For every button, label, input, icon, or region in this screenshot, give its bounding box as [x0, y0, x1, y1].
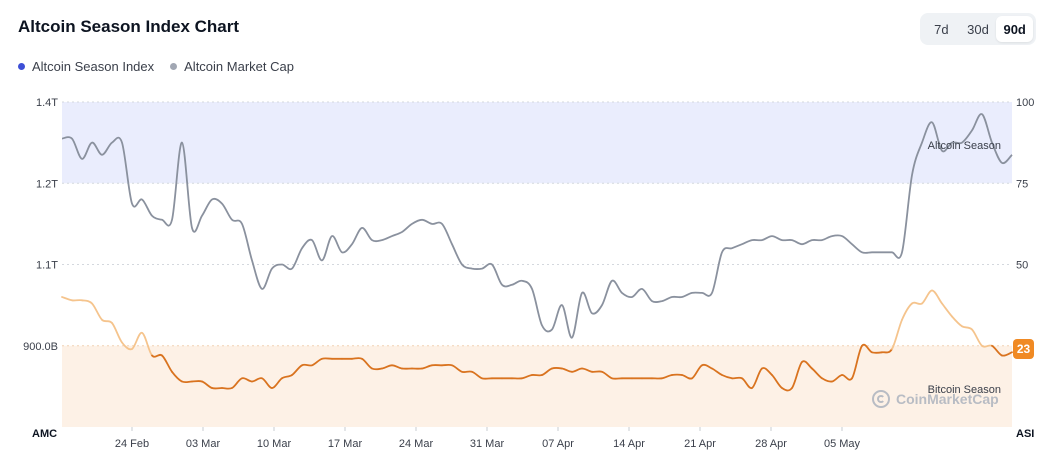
coinmarketcap-watermark: CoinMarketCap [872, 390, 999, 408]
series-segment-altcoin-season-index [731, 376, 743, 380]
series-segment-altcoin-season-index [311, 357, 323, 367]
series-segment-altcoin-season-index [701, 363, 713, 370]
left-tick-label: 1.4T [36, 97, 58, 109]
legend-item-altcoin-market-cap[interactable]: Altcoin Market Cap [170, 59, 294, 74]
x-tick-label: 05 May [824, 438, 861, 450]
right-tick-label: 50 [1016, 260, 1028, 272]
series-segment-altcoin-season-index [971, 328, 983, 347]
left-tick-label: 1.1T [36, 260, 58, 272]
series-segment-altcoin-season-index [61, 296, 73, 302]
x-tick-label: 10 Mar [257, 438, 292, 450]
left-tick-label: 1.2T [36, 178, 58, 190]
x-tick-label: 28 Apr [755, 438, 787, 450]
coinmarketcap-logo-icon [872, 390, 890, 408]
series-segment-altcoin-season-index [851, 344, 863, 380]
series-segment-altcoin-season-index [361, 357, 373, 370]
series-segment-altcoin-season-index [101, 318, 113, 324]
series-segment-altcoin-season-index [171, 370, 183, 383]
series-segment-altcoin-season-index [221, 387, 233, 390]
x-tick-label: 24 Mar [399, 438, 434, 450]
time-range-selector: 7d 30d 90d [920, 13, 1036, 45]
x-tick-label: 07 Apr [542, 438, 574, 450]
series-segment-altcoin-season-index [781, 387, 793, 392]
series-segment-altcoin-season-index [901, 302, 913, 321]
series-segment-altcoin-season-index [871, 351, 883, 354]
series-segment-altcoin-season-index [941, 302, 953, 318]
series-segment-altcoin-season-index [1001, 351, 1013, 357]
series-segment-altcoin-season-index [201, 380, 213, 389]
range-90d-button[interactable]: 90d [996, 16, 1034, 42]
x-tick-label: 17 Mar [328, 438, 363, 450]
series-segment-altcoin-season-index [601, 370, 613, 380]
series-segment-altcoin-season-index [81, 299, 93, 305]
series-segment-altcoin-season-index [921, 289, 933, 305]
series-segment-altcoin-season-index [861, 343, 873, 354]
series-segment-altcoin-season-index [891, 318, 903, 350]
series-segment-altcoin-season-index [151, 353, 163, 358]
legend-item-altcoin-season-index[interactable]: Altcoin Season Index [18, 59, 154, 74]
chart-title: Altcoin Season Index Chart [18, 17, 240, 36]
series-segment-altcoin-season-index [951, 315, 963, 328]
current-index-badge: 23 [1013, 339, 1034, 359]
chart-legend: Altcoin Season Index Altcoin Market Cap [18, 59, 294, 74]
series-segment-altcoin-season-index [751, 367, 763, 389]
series-segment-altcoin-season-index [761, 367, 773, 376]
series-segment-altcoin-season-index [291, 364, 303, 376]
series-segment-altcoin-season-index [301, 363, 313, 367]
right-tick-label: 75 [1016, 178, 1028, 190]
legend-label-altcoin-season-index: Altcoin Season Index [32, 59, 155, 74]
series-segment-altcoin-season-index [551, 366, 563, 370]
zone-bitcoin-season [62, 345, 1012, 427]
series-segment-altcoin-season-index [541, 367, 553, 376]
x-tick-label: 03 Mar [186, 438, 221, 450]
zone-altcoin-season [62, 102, 1012, 184]
range-30d-button[interactable]: 30d [967, 21, 989, 37]
series-segment-altcoin-season-index [841, 374, 853, 381]
series-segment-altcoin-season-index [791, 361, 803, 389]
x-tick-label: 31 Mar [470, 438, 505, 450]
series-segment-altcoin-season-index [461, 370, 473, 373]
series-segment-altcoin-season-index [161, 354, 173, 373]
series-segment-altcoin-season-index [271, 377, 283, 389]
series-segment-altcoin-season-index [711, 367, 723, 376]
watermark-text: CoinMarketCap [896, 391, 999, 407]
series-segment-altcoin-season-index [911, 301, 923, 305]
right-axis-title: ASI [1016, 428, 1034, 440]
zone-label-bitcoin-season: Bitcoin Season [928, 384, 1001, 396]
x-tick-label: 14 Apr [613, 438, 645, 450]
zone-label-altcoin-season: Altcoin Season [928, 140, 1001, 152]
series-segment-altcoin-season-index [811, 367, 823, 380]
legend-dot-altcoin-market-cap [170, 63, 178, 70]
series-segment-altcoin-season-index [91, 302, 103, 321]
series-segment-altcoin-season-index [961, 325, 973, 331]
series-segment-altcoin-season-index [691, 364, 703, 380]
series-segment-altcoin-season-index [371, 367, 383, 371]
series-segment-altcoin-season-index [931, 289, 943, 305]
series-segment-altcoin-season-index [771, 374, 783, 389]
series-segment-altcoin-season-index [281, 374, 293, 380]
legend-label-altcoin-market-cap: Altcoin Market Cap [184, 59, 294, 74]
series-segment-altcoin-season-index [181, 380, 193, 384]
left-tick-label: 900.0B [23, 341, 58, 353]
series-segment-altcoin-season-index [451, 364, 463, 373]
x-tick-label: 24 Feb [115, 438, 149, 450]
series-segment-altcoin-season-index [801, 360, 813, 370]
left-axis-title: AMC [32, 428, 57, 440]
range-7d-button[interactable]: 7d [934, 21, 949, 37]
series-segment-altcoin-season-index [231, 377, 243, 389]
series-segment-altcoin-season-index [111, 322, 123, 344]
legend-dot-altcoin-season-index [18, 63, 25, 70]
right-tick-label: 100 [1016, 97, 1034, 109]
series-segment-altcoin-season-index [991, 344, 1003, 357]
series-segment-altcoin-season-index [471, 370, 483, 380]
series-segment-altcoin-season-index [141, 331, 153, 357]
series-segment-altcoin-season-index [351, 357, 363, 360]
series-segment-altcoin-season-index [881, 348, 893, 354]
series-line-altcoin-market-cap [61, 113, 1013, 339]
x-tick-label: 21 Apr [684, 438, 716, 450]
